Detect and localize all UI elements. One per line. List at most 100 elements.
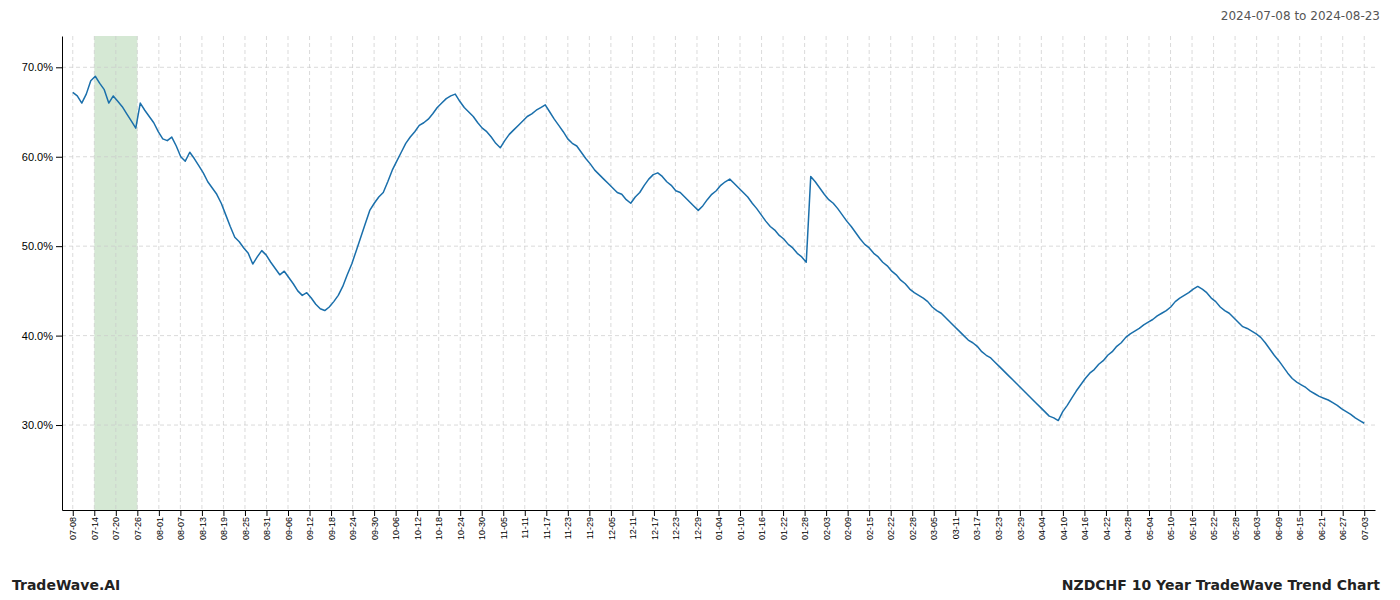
grid-line-x xyxy=(826,36,827,510)
x-tick-label: 06-15 xyxy=(1295,517,1305,540)
grid-line-x xyxy=(352,36,353,510)
x-tick-mark xyxy=(891,510,892,516)
x-tick-label: 04-28 xyxy=(1123,517,1133,540)
x-axis: 07-0807-1407-2007-2608-0108-0708-1308-19… xyxy=(63,510,1376,540)
x-tick-label: 08-13 xyxy=(198,517,208,540)
x-tick-label: 05-04 xyxy=(1145,517,1155,540)
x-tick-mark xyxy=(783,510,784,516)
y-tick-label: 50.0% xyxy=(22,240,53,252)
x-tick-label: 09-06 xyxy=(284,517,294,540)
x-tick: 09-18 xyxy=(327,510,337,540)
x-tick-label: 10-24 xyxy=(456,517,466,540)
x-tick-mark xyxy=(762,510,763,516)
grid-line-x xyxy=(1299,36,1300,510)
x-tick-label: 03-17 xyxy=(972,517,982,540)
x-tick-mark xyxy=(1235,510,1236,516)
x-tick-label: 04-22 xyxy=(1102,517,1112,540)
grid-line-x xyxy=(201,36,202,510)
grid-line-y xyxy=(62,335,1375,336)
x-tick: 11-05 xyxy=(499,510,509,539)
x-tick-mark xyxy=(632,510,633,516)
x-tick-label: 05-22 xyxy=(1209,517,1219,540)
subtitle: 2024-07-08 to 2024-08-23 xyxy=(1221,9,1380,23)
x-tick-label: 08-07 xyxy=(176,517,186,540)
x-tick: 02-28 xyxy=(908,510,918,540)
x-tick-mark xyxy=(159,510,160,516)
x-tick-mark xyxy=(417,510,418,516)
grid-line-x xyxy=(804,36,805,510)
x-tick: 02-22 xyxy=(886,510,896,540)
grid-line-x xyxy=(72,36,73,510)
y-tick: 30.0% xyxy=(22,419,62,431)
grid-line-x xyxy=(1364,36,1365,510)
grid-line-x xyxy=(933,36,934,510)
annotation: TradeWave.AI xyxy=(12,577,120,593)
x-tick: 06-27 xyxy=(1338,510,1348,540)
x-tick-mark xyxy=(912,510,913,516)
x-tick: 04-16 xyxy=(1080,510,1090,540)
x-tick-mark xyxy=(675,510,676,516)
x-tick-mark xyxy=(1149,510,1150,516)
x-tick-label: 02-28 xyxy=(908,517,918,540)
x-tick-mark xyxy=(848,510,849,516)
grid-line-x xyxy=(675,36,676,510)
x-tick-label: 12-29 xyxy=(693,517,703,540)
grid-line-x xyxy=(374,36,375,510)
y-tick: 60.0% xyxy=(22,151,62,163)
x-tick-label: 06-03 xyxy=(1252,517,1262,540)
x-tick-label: 08-19 xyxy=(219,517,229,540)
x-tick-label: 07-14 xyxy=(90,517,100,540)
x-tick-mark xyxy=(1343,510,1344,516)
x-tick: 05-04 xyxy=(1145,510,1155,540)
y-tick-mark xyxy=(56,246,62,247)
x-tick-mark xyxy=(1257,510,1258,516)
x-tick: 06-03 xyxy=(1252,510,1262,540)
y-tick-mark xyxy=(56,67,62,68)
x-tick: 12-05 xyxy=(607,510,617,540)
x-tick-mark xyxy=(998,510,999,516)
grid-line-x xyxy=(266,36,267,510)
y-tick: 70.0% xyxy=(22,61,62,73)
grid-line-x xyxy=(783,36,784,510)
grid-line-x xyxy=(481,36,482,510)
grid-line-x xyxy=(94,36,95,510)
x-tick: 12-23 xyxy=(671,510,681,540)
x-tick: 02-09 xyxy=(843,510,853,540)
x-tick-mark xyxy=(288,510,289,516)
grid-line-x xyxy=(1062,36,1063,510)
y-tick: 50.0% xyxy=(22,240,62,252)
x-tick-mark xyxy=(460,510,461,516)
grid-line-x xyxy=(998,36,999,510)
grid-line-x xyxy=(460,36,461,510)
x-tick: 11-23 xyxy=(563,510,573,539)
x-tick-label: 10-18 xyxy=(434,517,444,540)
y-tick-mark xyxy=(56,336,62,337)
x-tick-mark xyxy=(589,510,590,516)
x-tick: 04-28 xyxy=(1123,510,1133,540)
x-tick-mark xyxy=(374,510,375,516)
x-tick: 10-12 xyxy=(413,510,423,540)
x-tick-mark xyxy=(1127,510,1128,516)
x-tick: 08-31 xyxy=(262,510,272,540)
x-tick-mark xyxy=(805,510,806,516)
x-tick: 04-10 xyxy=(1059,510,1069,540)
x-tick: 08-13 xyxy=(198,510,208,540)
x-tick-label: 07-26 xyxy=(133,517,143,540)
plot-area xyxy=(62,36,1375,510)
x-tick-mark xyxy=(331,510,332,516)
grid-line-x xyxy=(567,36,568,510)
x-tick-label: 07-20 xyxy=(111,517,121,540)
x-tick: 06-15 xyxy=(1295,510,1305,540)
x-tick-label: 08-25 xyxy=(241,517,251,540)
x-tick-label: 02-09 xyxy=(843,517,853,540)
x-tick: 09-24 xyxy=(348,510,358,540)
x-tick: 05-16 xyxy=(1188,510,1198,540)
x-tick: 01-16 xyxy=(757,510,767,540)
x-tick-label: 09-18 xyxy=(327,517,337,540)
chart: 07-0807-1407-2007-2608-0108-0708-1308-19… xyxy=(0,0,1400,600)
grid-line-x xyxy=(180,36,181,510)
x-tick-label: 03-11 xyxy=(951,517,961,539)
grid-line-x xyxy=(1192,36,1193,510)
x-tick-label: 06-27 xyxy=(1338,517,1348,540)
x-tick: 07-26 xyxy=(133,510,143,540)
